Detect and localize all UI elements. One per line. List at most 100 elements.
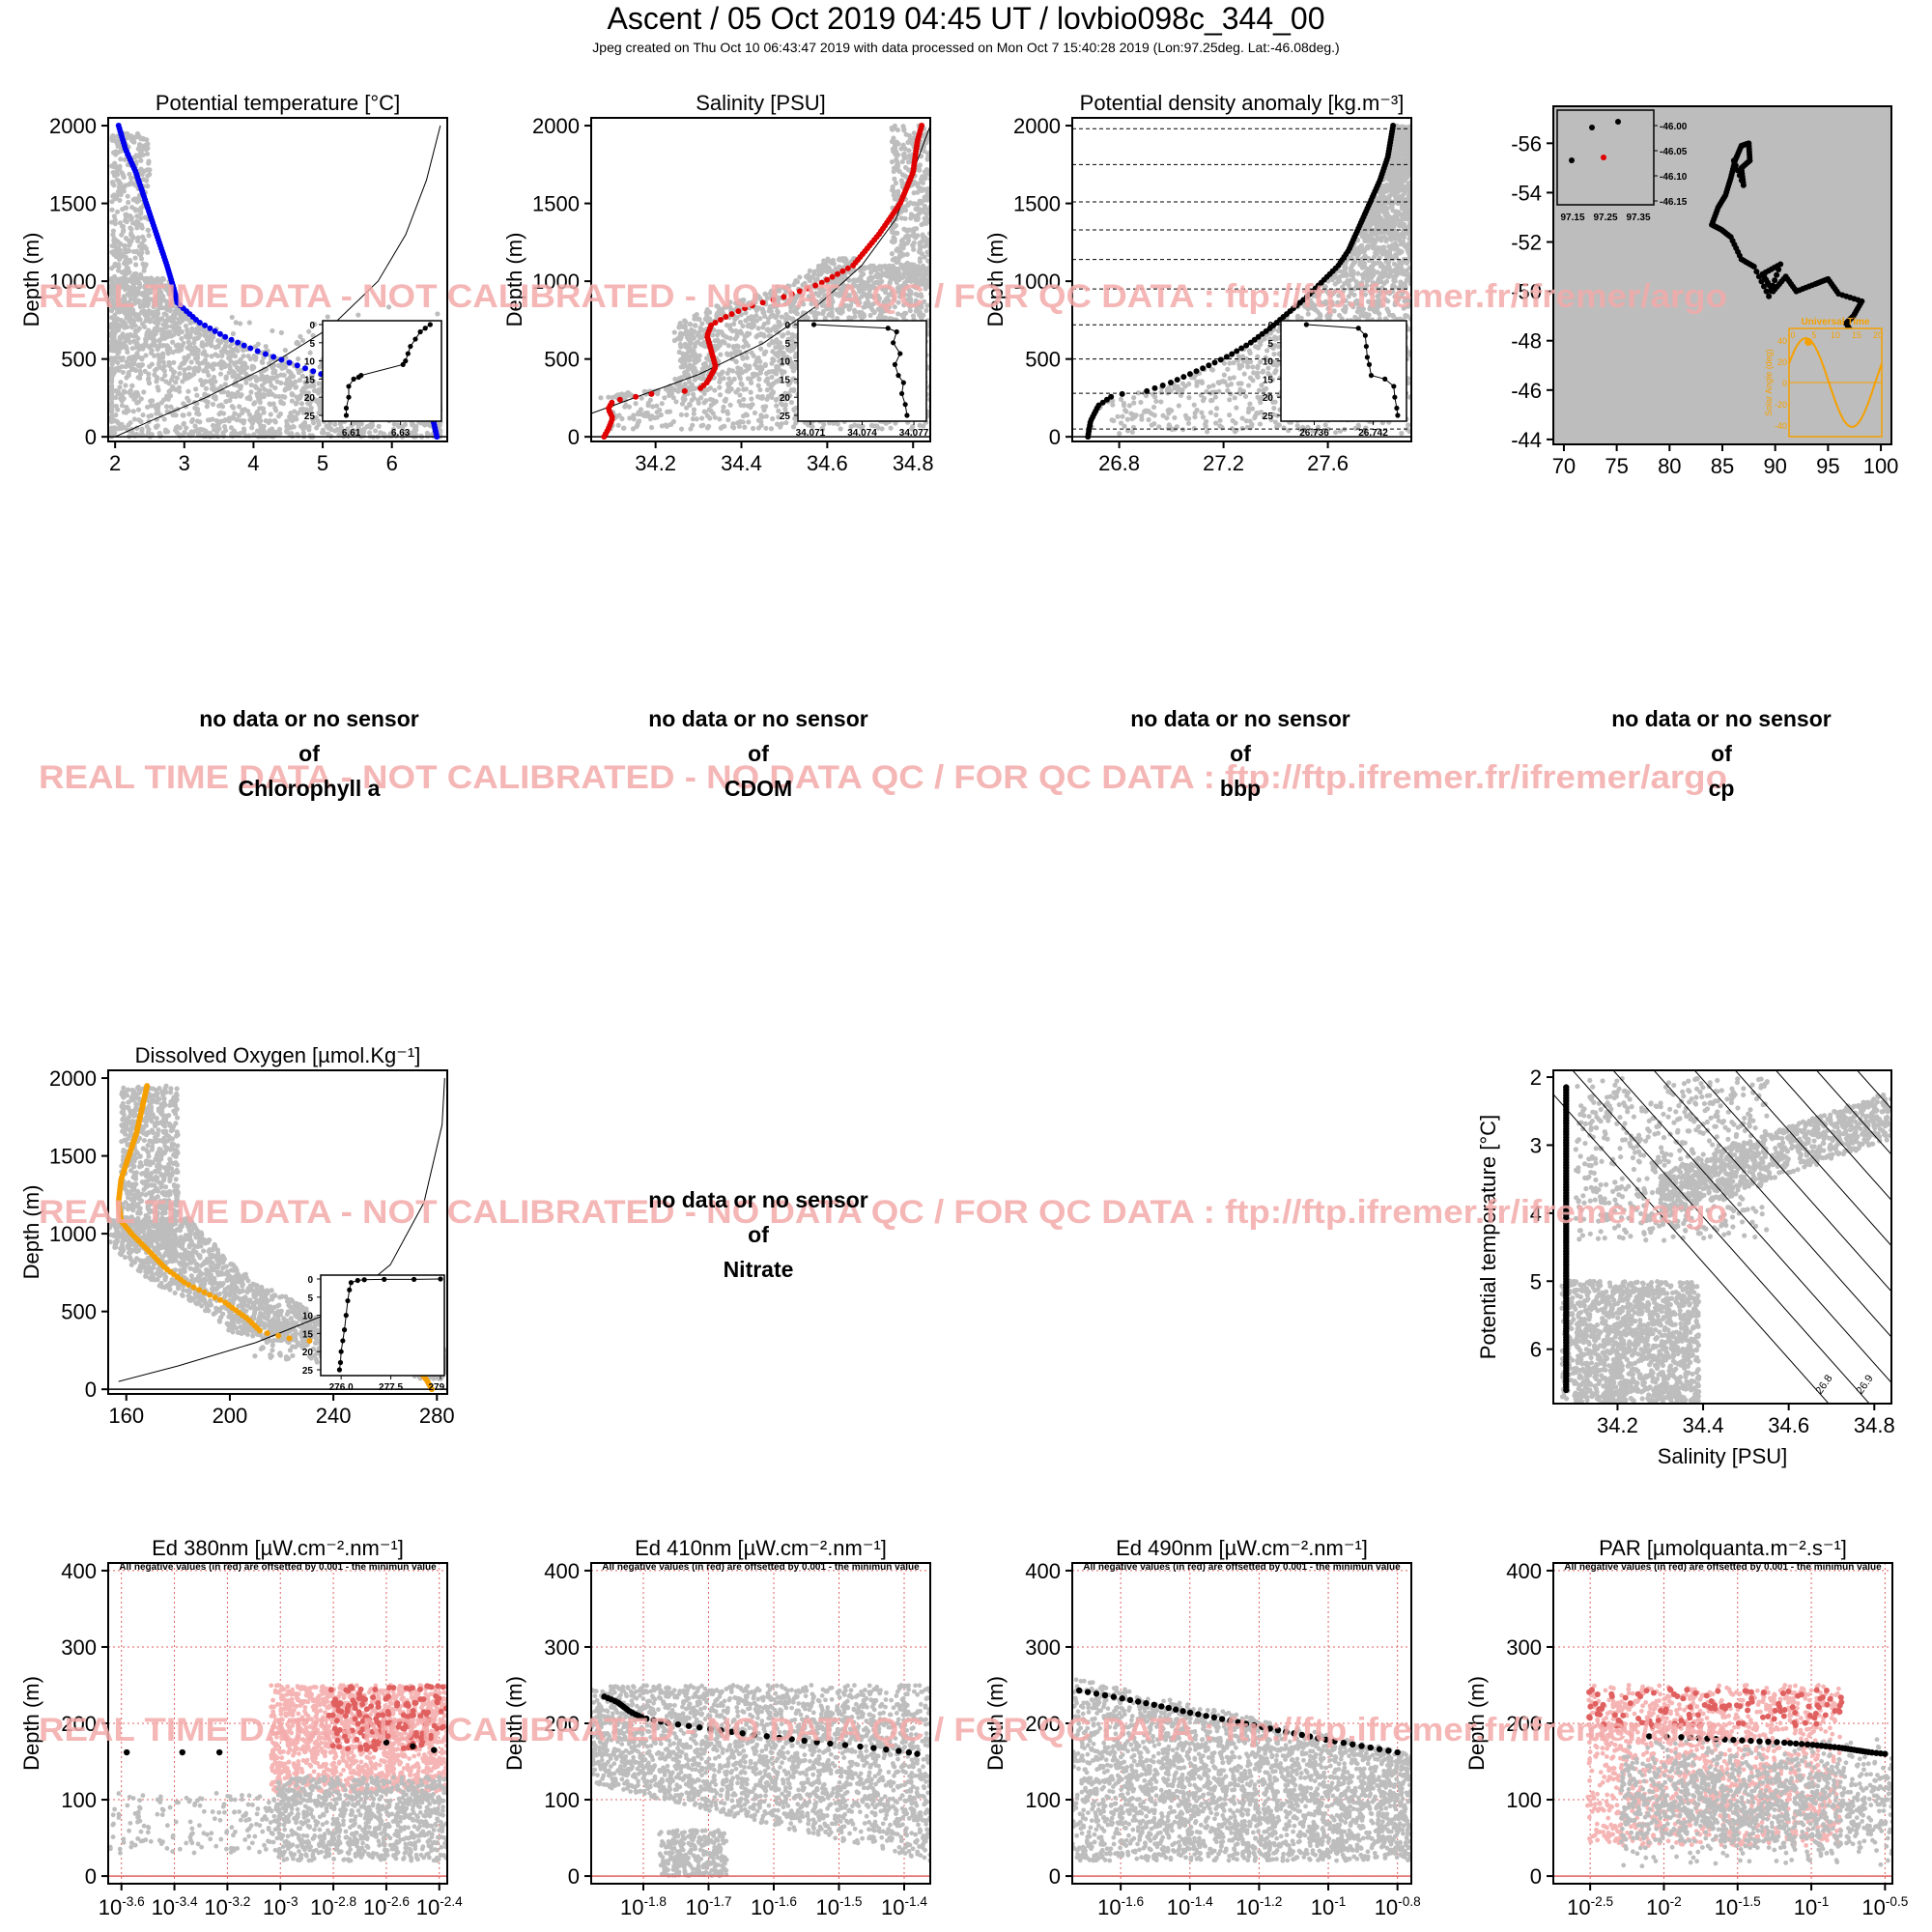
background-point <box>146 426 152 433</box>
background-point <box>150 329 156 335</box>
background-point <box>943 326 948 330</box>
background-point <box>940 425 945 430</box>
background-point <box>791 345 797 351</box>
background-point <box>184 425 189 431</box>
background-point <box>130 392 136 398</box>
background-point <box>216 412 222 417</box>
background-point <box>701 400 707 406</box>
background-point <box>717 416 723 422</box>
background-point <box>202 392 208 399</box>
background-point <box>776 322 782 327</box>
background-point <box>129 220 136 226</box>
background-point <box>958 423 963 428</box>
background-point <box>210 401 216 408</box>
background-point <box>180 379 185 384</box>
background-point <box>691 411 696 416</box>
background-point <box>243 380 249 385</box>
background-point <box>307 350 313 355</box>
background-point <box>297 377 302 384</box>
background-point <box>135 219 141 226</box>
background-point <box>939 337 944 342</box>
background-point <box>948 425 952 430</box>
background-point <box>401 432 407 438</box>
background-point <box>120 355 126 361</box>
background-point <box>202 357 209 363</box>
background-point <box>942 420 947 425</box>
background-point <box>157 300 163 306</box>
background-point <box>111 213 117 219</box>
background-point <box>626 404 633 410</box>
background-point <box>145 278 151 284</box>
background-point <box>945 371 950 376</box>
background-point <box>952 410 956 414</box>
background-point <box>747 330 753 337</box>
background-point <box>108 383 115 389</box>
background-point <box>218 418 224 424</box>
background-point <box>932 378 937 383</box>
background-point <box>112 318 118 324</box>
background-point <box>249 415 255 421</box>
background-point <box>951 387 955 392</box>
background-point <box>134 225 140 231</box>
background-point <box>931 330 936 335</box>
background-point <box>133 134 139 140</box>
background-point <box>938 385 943 390</box>
background-point <box>115 278 121 284</box>
background-point <box>174 375 181 381</box>
background-point <box>116 264 122 270</box>
background-point <box>272 393 278 399</box>
background-point <box>667 409 673 414</box>
background-point <box>657 407 663 413</box>
background-point <box>280 393 286 399</box>
inset-point <box>422 326 428 331</box>
background-point <box>108 321 115 327</box>
inset-y-tick-label: 5 <box>309 339 315 350</box>
background-point <box>295 411 301 416</box>
temperature-point <box>235 339 242 346</box>
background-point <box>259 359 265 365</box>
background-point <box>740 419 746 425</box>
background-point <box>142 214 148 220</box>
background-point <box>770 415 776 422</box>
background-point <box>139 292 146 298</box>
background-point <box>778 424 783 430</box>
background-point <box>937 359 942 364</box>
background-point <box>160 397 167 403</box>
background-point <box>176 317 182 323</box>
background-point <box>639 395 644 401</box>
background-point <box>241 420 246 426</box>
background-point <box>678 426 685 432</box>
temperature-point <box>115 123 122 129</box>
background-point <box>328 433 334 439</box>
background-point <box>940 359 945 364</box>
temperature-point <box>254 348 261 355</box>
background-point <box>945 381 950 385</box>
background-point <box>117 334 124 340</box>
background-point <box>211 374 217 381</box>
background-point <box>152 372 157 378</box>
background-point <box>254 409 260 415</box>
background-point <box>726 376 732 382</box>
inset-y-tick-label: 0 <box>309 321 315 331</box>
background-point <box>812 315 818 321</box>
background-point <box>166 291 172 297</box>
background-point <box>678 412 684 417</box>
background-point <box>115 143 121 149</box>
background-point <box>113 152 119 157</box>
background-point <box>238 393 243 399</box>
background-point <box>931 348 936 353</box>
background-point <box>108 400 115 406</box>
background-point <box>686 342 692 348</box>
background-point <box>151 299 156 305</box>
background-point <box>126 199 131 206</box>
background-point <box>150 280 156 287</box>
background-point <box>396 423 402 429</box>
background-point <box>138 271 144 277</box>
background-point <box>763 425 769 431</box>
background-point <box>129 284 136 290</box>
background-point <box>942 421 947 426</box>
background-point <box>136 143 143 149</box>
background-point <box>759 366 765 372</box>
background-point <box>151 314 156 320</box>
background-point <box>174 305 180 312</box>
